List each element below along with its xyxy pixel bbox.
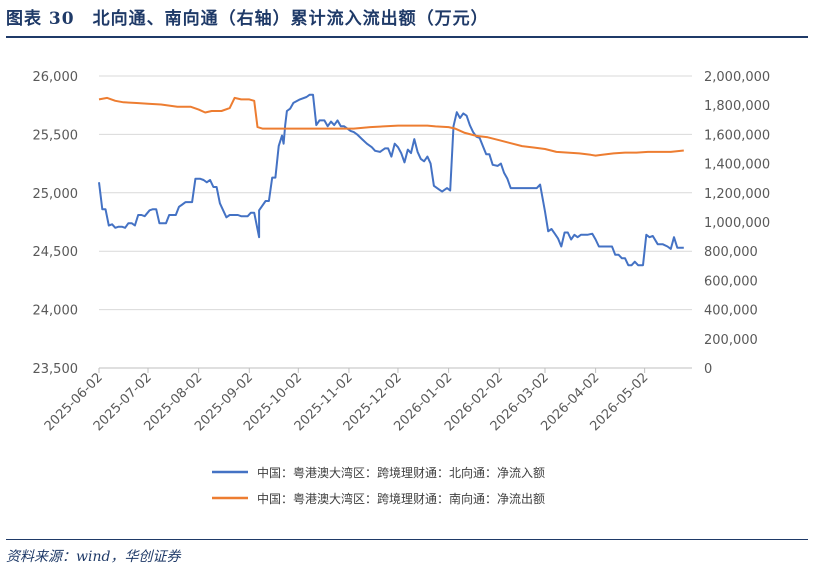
- legend-label: 中国：粤港澳大湾区：跨境理财通：北向通：净流入额: [257, 465, 545, 480]
- series-line-southbound: [98, 96, 684, 157]
- right-tick-label: 1,200,000: [704, 187, 770, 202]
- left-tick-label: 25,500: [33, 128, 79, 143]
- right-tick-label: 1,000,000: [704, 216, 770, 231]
- left-tick-label: 25,000: [33, 187, 79, 202]
- right-tick-label: 2,000,000: [704, 70, 770, 85]
- series-layer: [98, 93, 684, 267]
- source-note: 资料来源：wind，华创证券: [6, 549, 181, 565]
- right-tick-label: 1,800,000: [704, 99, 770, 114]
- left-y-axis: 23,500 24,000 24,500 25,000 25,500 26,000: [33, 70, 79, 377]
- left-tick-label: 23,500: [33, 362, 79, 377]
- source-rule: [6, 539, 808, 540]
- right-tick-label: 1,600,000: [704, 128, 770, 143]
- left-tick-label: 26,000: [33, 70, 79, 85]
- left-tick-label: 24,000: [33, 304, 79, 319]
- legend: 中国：粤港澳大湾区：跨境理财通：北向通：净流入额中国：粤港澳大湾区：跨境理财通：…: [212, 465, 545, 506]
- right-tick-label: 800,000: [704, 245, 758, 260]
- right-tick-label: 600,000: [704, 274, 758, 289]
- gridlines: [99, 75, 692, 369]
- right-tick-label: 400,000: [704, 304, 758, 319]
- right-tick-label: 200,000: [704, 333, 758, 348]
- figure-title: 图表 30 北向通、南向通（右轴）累计流入流出额（万元）: [6, 9, 489, 29]
- right-tick-label: 0: [704, 362, 712, 377]
- legend-label: 中国：粤港澳大湾区：跨境理财通：南向通：净流出额: [257, 491, 545, 506]
- title-rule: [6, 36, 808, 38]
- line-chart: 23,500 24,000 24,500 25,000 25,500 26,000 0 20…: [33, 70, 771, 506]
- left-tick-label: 24,500: [33, 245, 79, 260]
- series-line-northbound: [98, 93, 684, 267]
- right-tick-label: 1,400,000: [704, 158, 770, 173]
- x-axis: 2025-06-022025-07-022025-08-022025-09-02…: [42, 367, 692, 434]
- right-y-axis: 0 200,000 400,000 600,000 800,000 1,000,000 1,…: [704, 70, 770, 377]
